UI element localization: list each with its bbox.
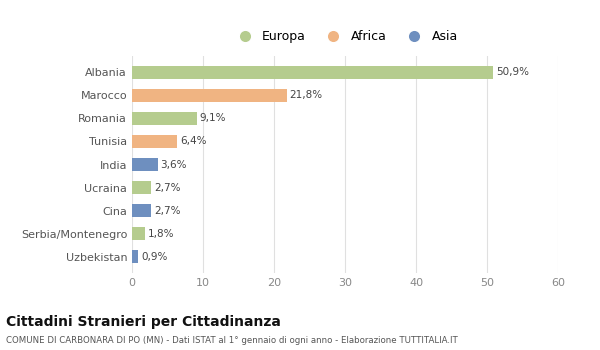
- Text: 21,8%: 21,8%: [290, 90, 323, 100]
- Bar: [132, 89, 287, 102]
- Bar: [132, 135, 178, 148]
- Bar: [132, 112, 197, 125]
- Text: 2,7%: 2,7%: [154, 206, 181, 216]
- Legend: Europa, Africa, Asia: Europa, Africa, Asia: [227, 25, 463, 48]
- Text: 3,6%: 3,6%: [160, 160, 187, 169]
- Text: COMUNE DI CARBONARA DI PO (MN) - Dati ISTAT al 1° gennaio di ogni anno - Elabora: COMUNE DI CARBONARA DI PO (MN) - Dati IS…: [6, 336, 458, 345]
- Bar: [132, 251, 139, 263]
- Text: 2,7%: 2,7%: [154, 183, 181, 193]
- Bar: [132, 204, 151, 217]
- Bar: [132, 181, 151, 194]
- Text: 0,9%: 0,9%: [141, 252, 167, 262]
- Text: 6,4%: 6,4%: [180, 136, 207, 146]
- Text: Cittadini Stranieri per Cittadinanza: Cittadini Stranieri per Cittadinanza: [6, 315, 281, 329]
- Text: 1,8%: 1,8%: [148, 229, 174, 239]
- Text: 9,1%: 9,1%: [199, 113, 226, 123]
- Bar: [132, 158, 158, 171]
- Bar: [132, 66, 493, 78]
- Bar: [132, 228, 145, 240]
- Text: 50,9%: 50,9%: [496, 67, 529, 77]
